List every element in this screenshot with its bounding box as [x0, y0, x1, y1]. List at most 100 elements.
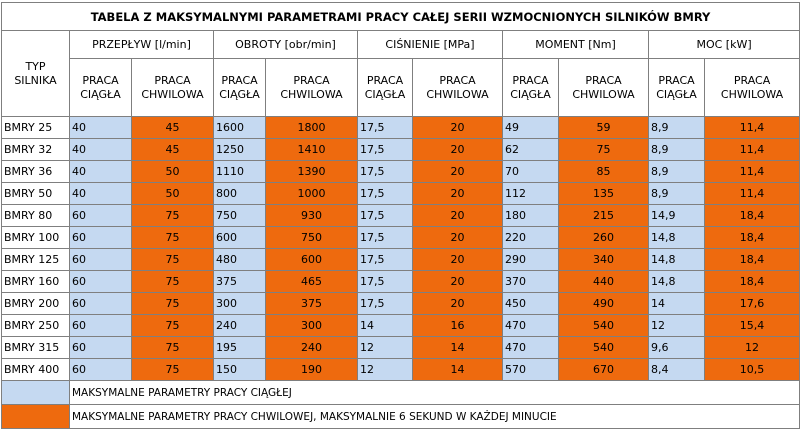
- intermittent-value-cell: 75: [558, 138, 649, 161]
- intermittent-value-cell: 20: [412, 160, 503, 183]
- legend-intermittent-text: MAKSYMALNE PARAMETRY PRACY CHWILOWEJ, MA…: [68, 404, 800, 429]
- intermittent-value-cell: 75: [131, 292, 214, 315]
- continuous-value-cell: 60: [69, 204, 132, 227]
- intermittent-value-cell: 260: [558, 226, 649, 249]
- intermittent-value-cell: 11,4: [703, 138, 800, 161]
- continuous-value-cell: 8,9: [648, 116, 705, 139]
- intermittent-value-cell: 240: [265, 336, 358, 359]
- table-row: BMRY 100 60 75 600 750 17,5 20 220 260 14,8 18,4: [1, 226, 800, 249]
- sub-header-line: PRACA: [658, 73, 695, 87]
- sub-header-continuous: PRACA CIĄGŁA: [213, 58, 266, 117]
- intermittent-value-cell: 18,4: [703, 248, 800, 271]
- intermittent-value-cell: 14: [412, 358, 503, 381]
- continuous-value-cell: 8,9: [648, 138, 705, 161]
- continuous-value-cell: 40: [69, 182, 132, 205]
- continuous-value-cell: 1600: [213, 116, 266, 139]
- continuous-value-cell: 60: [69, 270, 132, 293]
- intermittent-value-cell: 190: [265, 358, 358, 381]
- motor-type-cell: BMRY 50: [1, 182, 70, 205]
- group-header-flow: PRZEPŁYW [l/min]: [69, 30, 214, 59]
- motor-type-cell: BMRY 315: [1, 336, 70, 359]
- sub-header-row: PRACA CIĄGŁA PRACA CHWILOWA PRACA CIĄGŁA PRACA…: [2, 58, 800, 117]
- table-row: BMRY 160 60 75 375 465 17,5 20 370 440 14,8 18,4: [1, 270, 800, 293]
- continuous-value-cell: 40: [69, 138, 132, 161]
- intermittent-value-cell: 340: [558, 248, 649, 271]
- intermittent-value-cell: 490: [558, 292, 649, 315]
- continuous-value-cell: 12: [357, 358, 413, 381]
- intermittent-value-cell: 11,4: [703, 160, 800, 183]
- table-row: BMRY 315 60 75 195 240 12 14 470 540 9,6 12: [1, 336, 800, 359]
- continuous-value-cell: 14: [648, 292, 705, 315]
- continuous-value-cell: 17,5: [357, 204, 413, 227]
- legend-intermittent-row: MAKSYMALNE PARAMETRY PRACY CHWILOWEJ, MA…: [1, 404, 800, 429]
- sub-header-continuous: PRACA CIĄGŁA: [502, 58, 559, 117]
- legend-continuous-row: MAKSYMALNE PARAMETRY PRACY CIĄGŁEJ: [1, 380, 800, 405]
- intermittent-value-cell: 15,4: [703, 314, 800, 337]
- sub-header-line: CIĄGŁA: [364, 87, 406, 101]
- intermittent-value-cell: 1800: [265, 116, 358, 139]
- continuous-value-cell: 49: [502, 116, 559, 139]
- sub-header-intermittent: PRACA CHWILOWA: [131, 58, 214, 117]
- intermittent-value-cell: 11,4: [703, 182, 800, 205]
- continuous-value-cell: 62: [502, 138, 559, 161]
- intermittent-value-cell: 600: [265, 248, 358, 271]
- intermittent-value-cell: 12: [703, 336, 800, 359]
- continuous-value-cell: 370: [502, 270, 559, 293]
- continuous-value-cell: 290: [502, 248, 559, 271]
- continuous-value-cell: 14: [357, 314, 413, 337]
- sub-header-line: PRACA: [293, 73, 330, 87]
- intermittent-value-cell: 20: [412, 292, 503, 315]
- intermittent-value-cell: 20: [412, 226, 503, 249]
- continuous-value-cell: 60: [69, 226, 132, 249]
- continuous-value-cell: 570: [502, 358, 559, 381]
- table-row: BMRY 200 60 75 300 375 17,5 20 450 490 14 17,6: [1, 292, 800, 315]
- motor-type-cell: BMRY 36: [1, 160, 70, 183]
- table-row: BMRY 25 40 45 1600 1800 17,5 20 49 59 8,9 11,4: [1, 116, 800, 139]
- sub-header-line: CHWILOWA: [572, 87, 635, 101]
- motor-type-cell: BMRY 100: [1, 226, 70, 249]
- intermittent-value-cell: 1000: [265, 182, 358, 205]
- sub-header-line: PRACA: [366, 73, 404, 87]
- table-row: BMRY 80 60 75 750 930 17,5 20 180 215 14,9 18,4: [1, 204, 800, 227]
- motor-type-cell: BMRY 400: [1, 358, 70, 381]
- intermittent-value-cell: 75: [131, 204, 214, 227]
- intermittent-value-cell: 750: [265, 226, 358, 249]
- intermittent-value-cell: 10,5: [703, 358, 800, 381]
- intermittent-value-cell: 85: [558, 160, 649, 183]
- intermittent-value-cell: 465: [265, 270, 358, 293]
- table-row: BMRY 50 40 50 800 1000 17,5 20 112 135 8,9 11,4: [1, 182, 800, 205]
- continuous-value-cell: 1250: [213, 138, 266, 161]
- sub-header-line: CIĄGŁA: [510, 87, 551, 101]
- intermittent-value-cell: 45: [131, 138, 214, 161]
- intermittent-value-cell: 1410: [265, 138, 358, 161]
- type-header: TYP SILNIKA: [1, 30, 70, 117]
- group-header-pressure: CIŚNIENIE [MPa]: [357, 30, 503, 59]
- intermittent-value-cell: 215: [558, 204, 649, 227]
- continuous-value-cell: 17,5: [357, 226, 413, 249]
- group-header-power: MOC [kW]: [647, 30, 800, 59]
- sub-header-line: PRACA: [439, 73, 476, 87]
- intermittent-value-cell: 540: [558, 336, 649, 359]
- continuous-value-cell: 17,5: [357, 138, 413, 161]
- intermittent-value-cell: 1390: [265, 160, 358, 183]
- intermittent-value-cell: 75: [131, 336, 214, 359]
- intermittent-value-cell: 75: [131, 358, 214, 381]
- continuous-value-cell: 14,8: [648, 248, 705, 271]
- continuous-value-cell: 60: [69, 292, 132, 315]
- continuous-value-cell: 17,5: [357, 182, 413, 205]
- title-row: TABELA Z MAKSYMALNYMI PARAMETRAMI PRACY …: [0, 2, 800, 31]
- sub-header-continuous: PRACA CIĄGŁA: [69, 58, 132, 117]
- table-row: BMRY 32 40 45 1250 1410 17,5 20 62 75 8,9 11,4: [1, 138, 800, 161]
- intermittent-value-cell: 18,4: [703, 204, 800, 227]
- intermittent-value-cell: 45: [131, 116, 214, 139]
- continuous-value-cell: 150: [213, 358, 266, 381]
- continuous-value-cell: 14,8: [648, 270, 705, 293]
- continuous-value-cell: 8,4: [648, 358, 705, 381]
- intermittent-value-cell: 50: [131, 182, 214, 205]
- type-header-line-1: TYP: [25, 59, 46, 73]
- sub-header-line: CHWILOWA: [280, 87, 343, 101]
- sub-header-line: PRACA: [512, 73, 549, 87]
- sub-header-intermittent: PRACA CHWILOWA: [558, 58, 649, 117]
- continuous-value-cell: 17,5: [357, 248, 413, 271]
